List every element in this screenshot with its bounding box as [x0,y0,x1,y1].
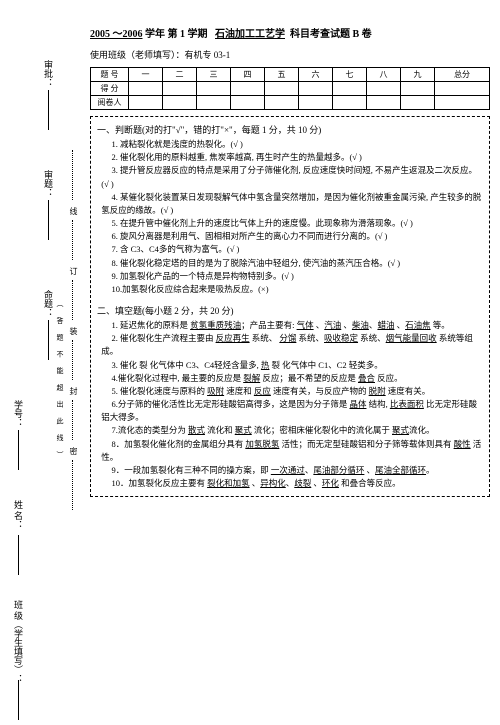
dotted5 [72,400,73,440]
table-cell [163,82,197,96]
dotted3 [72,280,73,320]
judge-item: 5. 在提升管中催化剂上升的速度比气体上升的速度慢。此现象称为滑落现象。(√ ) [101,217,483,230]
line6 [18,680,19,720]
title-course: 石油加工工艺学 [215,29,285,40]
table-cell [299,82,333,96]
fill-item: 5. 催化裂化速度与原料的 吸附 速度和 反应 速度有关，与反应产物的 脱附 速… [101,385,483,398]
judge-item: 8. 催化裂化稳定塔的目的是为了脱除汽油中轻组分, 使汽油的蒸汽压合格。(√ ) [101,257,483,270]
line1 [48,90,49,130]
judge-item: 3. 提升管反应器反应的特点是采用了分子筛催化剂, 反应速度快时间短, 不易产生… [101,164,483,190]
table-cell [129,96,163,110]
table-cell [435,82,490,96]
page-title: 2005 ～2006 学年 第 1 学期 石油加工工艺学 科目考查试题 B 卷 [90,25,490,40]
row-label: 阅卷人 [91,96,129,110]
table-cell [367,96,401,110]
table-header: 一 [129,68,163,82]
fill-item: 4.催化裂化过程中, 最主要的反应是 裂解 反应；最不希望的反应是 叠合 反应。 [101,372,483,385]
fill-item: 1. 延迟焦化的原料是 贫氢重质残油；产品主要有: 气体 、汽油 、柴油、蜡油 … [101,319,483,332]
table-header: 总分 [435,68,490,82]
score-table: 题 号一二三四五六七八九总分 得 分 阅卷人 [90,67,490,110]
table-cell [163,96,197,110]
dotted-lbl-3: 装 [68,325,79,337]
table-cell [231,82,265,96]
fill-item: 7.流化态的类型分为 散式 流化和 聚式 流化；密相床催化裂化中的流化属于 聚式… [101,424,483,437]
fill-item: 9．一段加氢裂化有三种不同的操方案，即 一次通过、尾油部分循环 、尾油全部循环。 [101,464,483,477]
content-box: 一、判断题(对的打"√"，错的打"×"，每题 1 分，共 10 分) 1. 减粘… [90,116,490,497]
label-review: 审题： [42,170,55,197]
judge-item: 6. 旋风分离器是利用气、固相相对所产生的离心力不同而进行分离的。(√ ) [101,230,483,243]
dotted1 [72,150,73,200]
table-header: 五 [265,68,299,82]
title-year: 2005 ～2006 [90,29,143,40]
table-header: 二 [163,68,197,82]
title-tail: 科目考查试题 B 卷 [290,29,372,40]
fill-item: 8．加氢裂化催化剂的金属组分具有 加氢脱氢 活性；而无定型硅酸铝和分子筛等载体则… [101,438,483,464]
fill-item: 2. 催化裂化生产流程主要由 反应再生 系统、 分馏 系统、吸收稳定 系统、烟气… [101,332,483,358]
dotted-lbl-2: 订 [68,265,79,277]
main-content: 2005 ～2006 学年 第 1 学期 石油加工工艺学 科目考查试题 B 卷 … [90,25,490,497]
table-cell [129,82,163,96]
table-header: 七 [333,68,367,82]
label-compose: 命题： [42,290,55,317]
table-header: 三 [197,68,231,82]
table-cell [231,96,265,110]
dotted6 [72,460,73,510]
label-id: 学号： [12,400,25,427]
line2 [48,200,49,240]
fill-item: 3. 催化 裂 化气体中 C3、C4轻烃含量多, 热 裂 化气体中 C1、C2 … [101,359,483,372]
dotted-lbl-1: 线 [68,205,79,217]
judge-item: 2. 催化裂化用的原料越重, 焦炭率越高, 再生时产生的热量越多。(√ ) [101,151,483,164]
fill-item: 10．加氢裂化反应主要有 裂化和加氢 、异构化、歧裂 、环化 和叠合等反应。 [101,477,483,490]
fill-item: 6.分子筛的催化活性比无定形硅酸铝高得多，这是因为分子筛是 晶体 结构, 比表面… [101,398,483,424]
table-cell [299,96,333,110]
table-cell [197,96,231,110]
judge-item: 7. 含 C3、C4多的气称为富气。(√ ) [101,243,483,256]
label-name: 姓 名： [12,500,25,529]
table-cell [197,82,231,96]
section1-title: 一、判断题(对的打"√"，错的打"×"，每题 1 分，共 10 分) [97,123,483,136]
instruction: （ 答 题 不 能 超 出 此 线 ） [55,300,65,462]
table-header: 九 [401,68,435,82]
table-cell [333,82,367,96]
row-label: 得 分 [91,82,129,96]
line5 [18,535,19,575]
table-header: 题 号 [91,68,129,82]
table-header: 八 [367,68,401,82]
label-class: 班 级（学生填写）： [12,600,25,683]
left-sidebar: 审批： 审题： 命题： 学号： 姓 名： 班 级（学生填写）： 线 订 装 封 … [0,0,85,725]
title-sem: 学年 第 1 学期 [145,29,208,40]
table-cell [367,82,401,96]
judge-item: 10.加氢裂化反应综合起来是吸热反应。(×) [101,283,483,296]
dotted4 [72,340,73,380]
judge-item: 9. 加氢裂化产品的一个特点是异构物特别多。(√ ) [101,270,483,283]
table-header: 六 [299,68,333,82]
line4 [18,430,19,470]
table-cell [435,96,490,110]
table-cell [333,96,367,110]
judge-item: 4. 某催化裂化装置某日发现裂解气体中氢含量突然增加，是因为催化剂被重金属污染,… [101,191,483,217]
table-cell [401,82,435,96]
label-approve: 审批： [42,60,55,87]
table-cell [401,96,435,110]
dotted-lbl-5: 密 [68,445,79,457]
section2-title: 二、填空题(每小题 2 分，共 20 分) [97,304,483,317]
table-cell [265,96,299,110]
table-cell [265,82,299,96]
dotted2 [72,220,73,260]
dotted-lbl-4: 封 [68,385,79,397]
judge-item: 1. 减粘裂化就是浅度的热裂化。(√ ) [101,138,483,151]
subtitle: 使用班级（老师填写）：有机专 03-1 [90,48,490,61]
line3 [48,320,49,360]
table-header: 四 [231,68,265,82]
